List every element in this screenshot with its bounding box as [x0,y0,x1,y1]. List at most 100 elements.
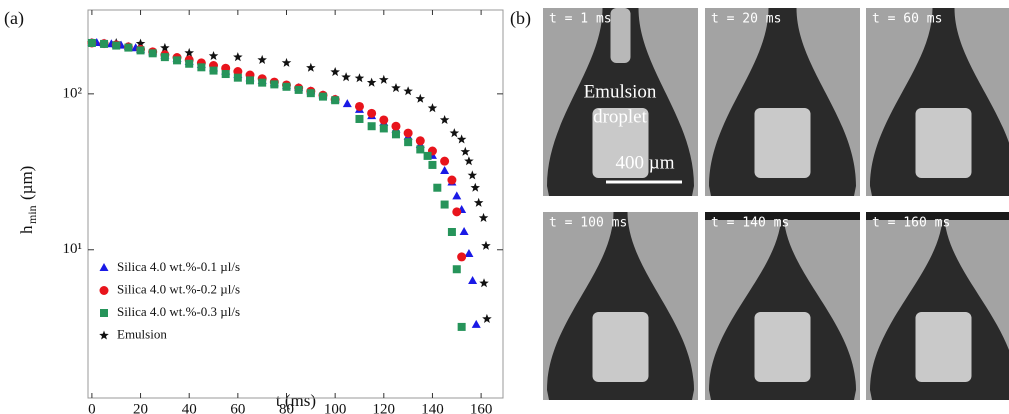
marker [209,66,218,75]
marker [440,156,450,166]
marker [452,265,461,274]
droplet [547,212,694,400]
annotation: droplet [593,106,648,127]
marker [464,156,474,166]
marker [459,226,469,235]
frame-label: t = 100 ms [549,216,627,231]
frame: t = 140 ms [705,212,860,400]
frame-label: t = 140 ms [711,216,789,231]
droplet [547,8,694,196]
marker [330,67,340,77]
marker [354,73,365,83]
marker [423,151,432,160]
marker [391,121,401,131]
particle-core [754,108,811,178]
legend: Silica 4.0 wt.%-0.1 µl/s Silica 4.0 wt.%-… [99,259,240,341]
plot: 0 20 40 60 80 100 120 140 160 10¹ 10² Silica 4.0 wt… [63,9,504,414]
y-label-main: h [17,225,36,234]
marker [87,38,96,47]
marker [391,83,401,93]
marker [136,46,145,55]
frame: t = 20 ms [705,8,860,196]
marker [281,57,292,67]
x-tick-label: 80 [279,401,294,414]
marker [457,252,467,262]
marker [447,175,457,185]
marker [440,200,449,209]
legend-label: Silica 4.0 wt.%-0.1 µl/s [117,259,240,274]
particle-core [592,312,649,382]
scale-bar-label: 400 µm [616,152,675,173]
marker [415,136,425,146]
marker [185,59,194,68]
marker [415,93,425,103]
marker [367,122,376,131]
marker [427,103,438,113]
legend-label: Silica 4.0 wt.%-0.3 µl/s [117,304,240,319]
frame-label: t = 60 ms [872,12,942,27]
marker [404,138,413,147]
legend-marker [99,286,109,295]
droplet [709,8,856,196]
plot-frame [87,9,504,399]
legend-marker [100,309,108,317]
marker [306,89,315,98]
marker [173,56,182,65]
neck-core [610,8,631,63]
frame-label: t = 160 ms [872,216,950,231]
frame-label: t = 1 ms [549,12,612,27]
x-axis-label: t (ms) [276,391,316,410]
legend-marker [99,263,109,271]
series [87,38,492,323]
marker [452,207,462,217]
legend-label: Silica 4.0 wt.%-0.2 µl/s [117,281,240,296]
marker [341,72,351,82]
x-tick-label: 20 [133,401,148,414]
marker [331,96,340,105]
marker [457,322,466,331]
marker [416,145,425,154]
marker [379,74,389,84]
x-tick-label: 120 [373,401,396,414]
marker [452,191,462,200]
marker [428,160,437,169]
marker [439,115,450,124]
marker [294,85,303,94]
top-cap [866,212,1009,220]
marker [148,49,157,58]
marker [433,183,442,192]
marker [160,42,170,52]
y-label-unit: (µm) [17,166,36,200]
particle-core [915,312,972,382]
marker [482,313,492,323]
x-tick-label: 40 [182,401,197,414]
y-label-sub: min [25,205,39,224]
marker [456,134,467,144]
marker [135,38,146,48]
legend-marker [99,330,109,340]
legend-label: Emulsion [117,326,167,341]
marker [460,146,471,156]
marker [208,51,219,60]
frame: t = 1 ms [543,8,698,196]
particle-core [915,108,972,178]
marker [233,73,242,82]
marker [257,54,267,64]
marker [481,240,491,250]
droplet [709,212,856,400]
marker [440,166,450,175]
droplet [870,212,1009,400]
frame: t = 60 ms [866,8,1009,196]
marker [366,77,377,87]
marker [282,82,291,91]
marker [258,78,267,87]
marker [403,86,413,96]
particle-core [592,108,649,178]
x-tick-label: 140 [421,401,444,414]
frame: t = 100 ms [543,212,698,400]
y-axis-label: h min (µm) [17,166,39,234]
marker [379,115,389,125]
marker [467,170,478,180]
marker [449,128,460,138]
